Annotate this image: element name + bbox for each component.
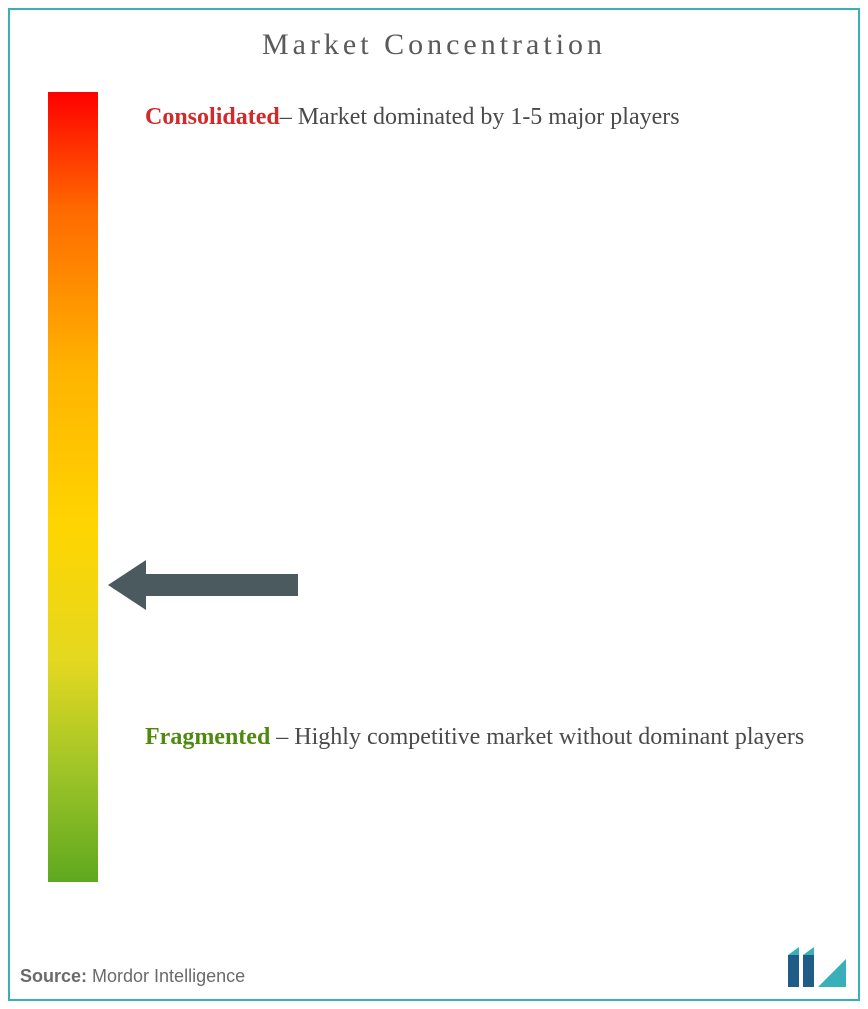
indicator-arrow-icon [108,560,298,610]
consolidated-desc: – Market dominated by 1-5 major players [280,104,680,130]
fragmented-desc: – Highly competitive market without domi… [270,724,804,750]
consolidated-keyword: Consolidated [145,104,280,130]
fragmented-keyword: Fragmented [145,724,270,750]
source-text: Mordor Intelligence [87,966,245,986]
brand-logo-icon [788,947,846,987]
consolidated-label: Consolidated– Market dominated by 1-5 ma… [145,92,838,142]
concentration-gradient-bar [48,92,98,882]
source-footer: Source: Mordor Intelligence [20,966,245,987]
source-label: Source: [20,966,87,986]
chart-body: Consolidated– Market dominated by 1-5 ma… [0,82,868,902]
fragmented-label: Fragmented – Highly competitive market w… [145,712,838,762]
